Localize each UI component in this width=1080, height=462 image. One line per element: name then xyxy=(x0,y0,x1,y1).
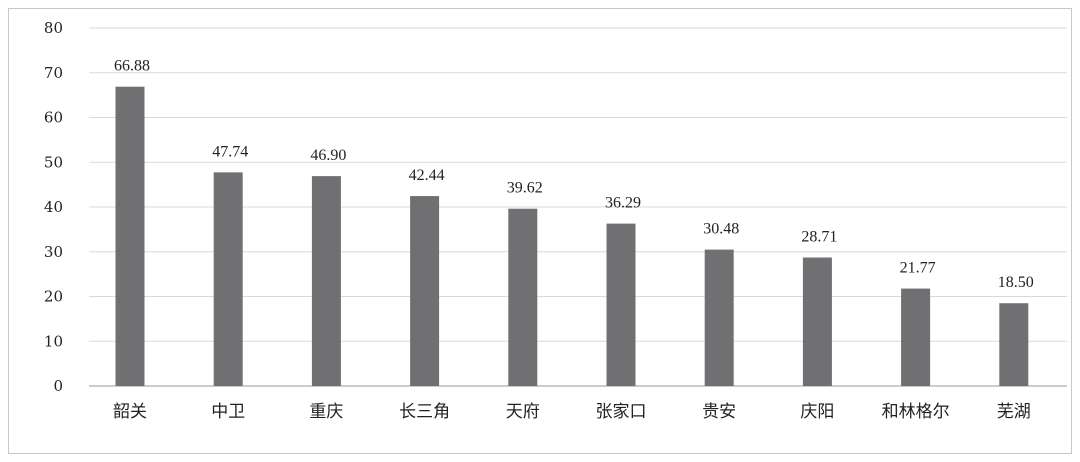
x-tick-label: 张家口 xyxy=(596,402,647,422)
grid-layer xyxy=(89,27,1067,387)
bar xyxy=(311,176,341,386)
data-label: 21.77 xyxy=(900,260,936,277)
bar-layer xyxy=(115,86,1029,386)
y-tick-label: 60 xyxy=(44,109,63,127)
bar xyxy=(213,172,243,386)
data-label: 39.62 xyxy=(507,180,543,197)
data-label: 47.74 xyxy=(212,143,248,160)
bar-chart: 0 10 20 30 40 50 60 70 80 66.88 韶关 47.74 中卫 46.90 重庆 42… xyxy=(44,19,1067,422)
y-tick-label: 20 xyxy=(44,288,63,306)
label-layer: 0 10 20 30 40 50 60 70 80 66.88 韶关 47.74 中卫 46.90 重庆 42… xyxy=(44,19,1034,422)
x-tick-label: 长三角 xyxy=(399,402,450,422)
x-tick-label: 韶关 xyxy=(113,402,147,422)
bar xyxy=(999,303,1029,386)
data-label: 42.44 xyxy=(409,167,445,184)
x-tick-label: 和林格尔 xyxy=(882,402,950,422)
data-label: 30.48 xyxy=(703,221,739,238)
y-tick-label: 50 xyxy=(44,153,63,171)
bar xyxy=(802,257,832,386)
bar xyxy=(704,249,734,386)
x-tick-label: 中卫 xyxy=(211,402,245,422)
chart-frame: 0 10 20 30 40 50 60 70 80 66.88 韶关 47.74 中卫 46.90 重庆 42… xyxy=(8,8,1072,454)
y-tick-label: 0 xyxy=(53,377,63,395)
data-label: 18.50 xyxy=(998,274,1034,291)
bar xyxy=(901,288,931,386)
data-label: 28.71 xyxy=(801,229,837,246)
bar xyxy=(508,208,538,386)
x-tick-label: 重庆 xyxy=(309,402,343,422)
x-tick-label: 庆阳 xyxy=(800,402,834,422)
data-label: 66.88 xyxy=(114,58,150,75)
y-tick-label: 40 xyxy=(44,198,63,216)
bar xyxy=(410,196,440,386)
bar xyxy=(606,223,636,386)
bar xyxy=(115,86,145,386)
x-tick-label: 天府 xyxy=(506,402,540,422)
y-tick-label: 30 xyxy=(44,243,63,261)
y-tick-label: 70 xyxy=(44,64,63,82)
x-tick-label: 芜湖 xyxy=(997,402,1031,422)
y-tick-label: 10 xyxy=(44,332,63,350)
data-label: 36.29 xyxy=(605,195,641,212)
data-label: 46.90 xyxy=(310,147,346,164)
y-tick-label: 80 xyxy=(44,19,63,37)
x-tick-label: 贵安 xyxy=(702,402,736,422)
